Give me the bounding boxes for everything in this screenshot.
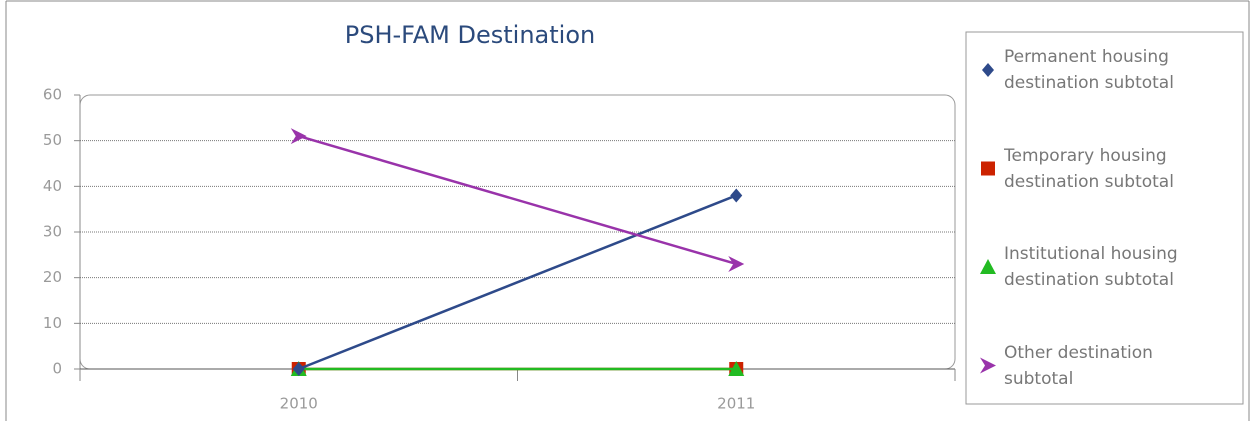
legend-label: Other destination subtotal [1004, 342, 1153, 389]
y-tick-label: 30 [43, 223, 62, 241]
series-line [298, 194, 737, 371]
legend-label: Permanent housing destination subtotal [1004, 47, 1174, 93]
chart-title: PSH-FAM Destination [345, 21, 596, 49]
legend-text-box: Temporary housing destination subtotal [1004, 145, 1174, 192]
legend-text-box: Institutional housing destination subtot… [1004, 244, 1178, 290]
legend-label: Institutional housing destination subtot… [1004, 244, 1178, 290]
legend-item: Other destination subtotal [980, 342, 1153, 389]
marker [292, 362, 305, 376]
marker [982, 63, 994, 77]
plot-area [79, 94, 956, 370]
marker [981, 161, 995, 176]
legend-item: Permanent housing destination subtotal [982, 47, 1174, 93]
marker [730, 188, 743, 203]
marker [980, 259, 996, 274]
y-tick-label: 0 [52, 360, 62, 378]
legend-text-box: Permanent housing destination subtotal [1004, 47, 1174, 93]
legend-text-box: Other destination subtotal [1004, 342, 1153, 389]
y-tick-label: 10 [43, 314, 62, 332]
legend-label: Temporary housing destination subtotal [1004, 145, 1174, 192]
x-tick-label: 2010 [280, 395, 318, 413]
y-tick-label: 60 [43, 86, 62, 104]
legend-item: Institutional housing destination subtot… [980, 244, 1178, 290]
x-tick-label: 2011 [717, 395, 755, 413]
legend [965, 31, 1244, 405]
y-tick-label: 40 [43, 177, 62, 195]
marker [728, 361, 745, 376]
y-tick-label: 20 [43, 268, 62, 286]
marker [980, 357, 996, 374]
y-tick-label: 50 [43, 131, 62, 149]
series-line [298, 134, 737, 266]
legend-item: Temporary housing destination subtotal [981, 145, 1174, 192]
marker [290, 128, 307, 145]
marker [728, 255, 745, 272]
